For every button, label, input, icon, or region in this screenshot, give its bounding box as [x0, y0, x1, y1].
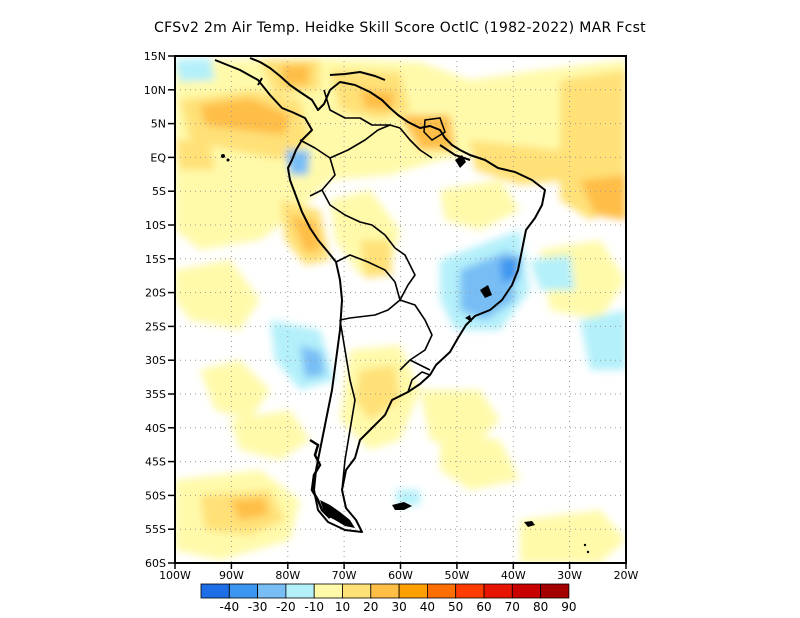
- colorbar-label: -30: [248, 600, 268, 614]
- colorbar-label: 10: [335, 600, 350, 614]
- colorbar-swatch: [200, 583, 230, 599]
- country-borders: [299, 89, 433, 491]
- colorbar-label: -10: [304, 600, 324, 614]
- colorbar: -40 -30 -20 -10 10 20 30 40 50 60 70 80 90: [200, 583, 577, 614]
- lat-label: 40S: [145, 422, 166, 435]
- colorbar-swatch: [285, 583, 315, 599]
- lat-label: 30S: [145, 354, 166, 367]
- colorbar-swatch: [342, 583, 372, 599]
- lon-axis: 100W 90W 80W 70W 60W 50W 40W 30W 20W: [159, 563, 639, 582]
- colorbar-swatch: [511, 583, 541, 599]
- lat-label: 10N: [144, 84, 166, 97]
- map-title: CFSv2 2m Air Temp. Heidke Skill Score Oc…: [154, 20, 646, 36]
- lon-label: 30W: [557, 569, 582, 582]
- colorbar-swatch: [540, 583, 570, 599]
- lon-label: 90W: [219, 569, 244, 582]
- lat-label: 35S: [145, 388, 166, 401]
- lon-label: 60W: [388, 569, 413, 582]
- lat-axis: 15N 10N 5N EQ 5S 10S 15S 20S 25S 30S 35S…: [144, 50, 175, 570]
- lat-label: 15S: [145, 253, 166, 266]
- map-gridlines: [175, 56, 626, 563]
- islands: [221, 117, 590, 554]
- colorbar-label: -20: [276, 600, 296, 614]
- colorbar-label: 90: [561, 600, 576, 614]
- colorbar-label: 80: [533, 600, 548, 614]
- lat-label: 60S: [145, 557, 166, 570]
- colorbar-label: 50: [448, 600, 463, 614]
- colorbar-swatch: [228, 583, 259, 599]
- colorbar-swatch: [257, 583, 287, 599]
- lat-label: 15N: [144, 50, 166, 63]
- lat-label: 10S: [145, 219, 166, 232]
- colorbar-swatch: [398, 583, 428, 599]
- colorbar-swatch: [426, 583, 457, 599]
- lat-label: 50S: [145, 489, 166, 502]
- colorbar-label: 30: [391, 600, 406, 614]
- colorbar-boxes: [200, 583, 570, 599]
- lat-label: 20S: [145, 287, 166, 300]
- colorbar-label: 20: [363, 600, 378, 614]
- lat-label: 5N: [151, 118, 166, 131]
- lon-label: 40W: [501, 569, 526, 582]
- lon-label: 70W: [332, 569, 357, 582]
- colorbar-swatch: [455, 583, 485, 599]
- colorbar-swatch: [483, 583, 513, 599]
- colorbar-label: 40: [420, 600, 435, 614]
- lat-label: 5S: [152, 185, 166, 198]
- colorbar-swatch: [313, 583, 343, 599]
- lat-label: 55S: [145, 523, 166, 536]
- lat-label: EQ: [150, 151, 166, 164]
- skill-shading: [175, 58, 626, 563]
- lon-label: 80W: [275, 569, 300, 582]
- colorbar-swatch: [370, 583, 400, 599]
- colorbar-label: 70: [505, 600, 520, 614]
- colorbar-label: 60: [476, 600, 491, 614]
- colorbar-label: -40: [219, 600, 239, 614]
- lon-label: 50W: [444, 569, 469, 582]
- lat-label: 45S: [145, 456, 166, 469]
- lon-label: 100W: [159, 569, 191, 582]
- lat-label: 25S: [145, 320, 166, 333]
- colorbar-labels: -40 -30 -20 -10 10 20 30 40 50 60 70 80 90: [219, 600, 576, 614]
- coastlines: [214, 57, 546, 533]
- lon-label: 20W: [614, 569, 639, 582]
